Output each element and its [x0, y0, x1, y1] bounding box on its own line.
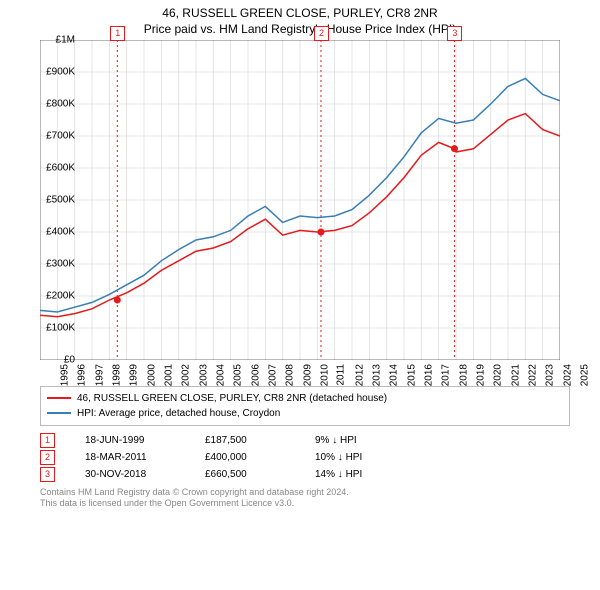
x-tick-label: 2011 [336, 364, 347, 386]
x-tick-label: 2007 [267, 364, 278, 386]
y-tick-label: £100K [46, 322, 75, 333]
x-tick-label: 2024 [562, 364, 573, 386]
y-tick-label: £600K [46, 162, 75, 173]
x-tick-label: 2023 [545, 364, 556, 386]
y-tick-label: £200K [46, 290, 75, 301]
x-tick-label: 2010 [319, 364, 330, 386]
sale-pct-vs-hpi: 10% ↓ HPI [315, 449, 435, 466]
footer-line2: This data is licensed under the Open Gov… [40, 498, 570, 510]
sale-row: 3 30-NOV-2018£660,50014% ↓ HPI [40, 466, 570, 483]
x-tick-label: 2013 [371, 364, 382, 386]
chart-container: 46, RUSSELL GREEN CLOSE, PURLEY, CR8 2NR… [0, 0, 600, 590]
x-tick-label: 2001 [163, 364, 174, 386]
y-tick-label: £500K [46, 194, 75, 205]
sale-date: 30-NOV-2018 [85, 466, 205, 483]
x-tick-label: 2021 [510, 364, 521, 386]
y-tick-label: £800K [46, 98, 75, 109]
legend-label: 46, RUSSELL GREEN CLOSE, PURLEY, CR8 2NR… [77, 391, 387, 406]
y-tick-label: £400K [46, 226, 75, 237]
footer-attribution: Contains HM Land Registry data © Crown c… [40, 487, 570, 510]
plot-svg [40, 40, 560, 360]
legend: 46, RUSSELL GREEN CLOSE, PURLEY, CR8 2NR… [40, 386, 570, 426]
sale-price: £660,500 [205, 466, 315, 483]
x-tick-label: 1997 [94, 364, 105, 386]
legend-swatch [47, 412, 71, 414]
x-tick-label: 2015 [406, 364, 417, 386]
x-tick-label: 2019 [475, 364, 486, 386]
chart-subtitle: Price paid vs. HM Land Registry's House … [0, 22, 600, 40]
footer-line1: Contains HM Land Registry data © Crown c… [40, 487, 570, 499]
x-tick-label: 2017 [441, 364, 452, 386]
x-tick-label: 2000 [146, 364, 157, 386]
sale-marker-box: 3 [447, 26, 462, 41]
sales-table: 1 18-JUN-1999£187,5009% ↓ HPI 2 18-MAR-2011… [40, 432, 570, 483]
x-tick-label: 2018 [458, 364, 469, 386]
x-tick-label: 2025 [579, 364, 590, 386]
x-tick-label: 2005 [233, 364, 244, 386]
legend-swatch [47, 397, 71, 399]
sale-date: 18-MAR-2011 [85, 449, 205, 466]
x-tick-label: 1998 [111, 364, 122, 386]
legend-item: 46, RUSSELL GREEN CLOSE, PURLEY, CR8 2NR… [47, 391, 563, 406]
sale-number-box: 3 [40, 467, 55, 482]
y-tick-label: £700K [46, 130, 75, 141]
chart-title: 46, RUSSELL GREEN CLOSE, PURLEY, CR8 2NR [0, 0, 600, 22]
x-tick-label: 2004 [215, 364, 226, 386]
chart-area: £0£100K£200K£300K£400K£500K£600K£700K£80… [40, 40, 600, 380]
sale-number-box: 2 [40, 450, 55, 465]
y-tick-label: £1M [56, 34, 75, 45]
sale-pct-vs-hpi: 14% ↓ HPI [315, 466, 435, 483]
x-tick-label: 2006 [250, 364, 261, 386]
x-tick-label: 2009 [302, 364, 313, 386]
sale-row: 1 18-JUN-1999£187,5009% ↓ HPI [40, 432, 570, 449]
sale-price: £187,500 [205, 432, 315, 449]
x-tick-label: 1995 [59, 364, 70, 386]
sale-marker-box: 1 [110, 26, 125, 41]
x-tick-label: 2012 [354, 364, 365, 386]
sale-marker-box: 2 [314, 26, 329, 41]
x-tick-label: 1999 [129, 364, 140, 386]
x-tick-label: 2008 [285, 364, 296, 386]
sale-number-box: 1 [40, 433, 55, 448]
x-tick-label: 2003 [198, 364, 209, 386]
x-tick-label: 1996 [77, 364, 88, 386]
y-tick-label: £900K [46, 66, 75, 77]
y-tick-label: £300K [46, 258, 75, 269]
sale-pct-vs-hpi: 9% ↓ HPI [315, 432, 435, 449]
x-tick-label: 2002 [181, 364, 192, 386]
legend-item: HPI: Average price, detached house, Croy… [47, 406, 563, 421]
x-tick-label: 2014 [389, 364, 400, 386]
sale-price: £400,000 [205, 449, 315, 466]
sale-date: 18-JUN-1999 [85, 432, 205, 449]
x-tick-label: 2022 [527, 364, 538, 386]
x-tick-label: 2020 [493, 364, 504, 386]
x-tick-label: 2016 [423, 364, 434, 386]
legend-label: HPI: Average price, detached house, Croy… [77, 406, 280, 421]
sale-row: 2 18-MAR-2011£400,00010% ↓ HPI [40, 449, 570, 466]
